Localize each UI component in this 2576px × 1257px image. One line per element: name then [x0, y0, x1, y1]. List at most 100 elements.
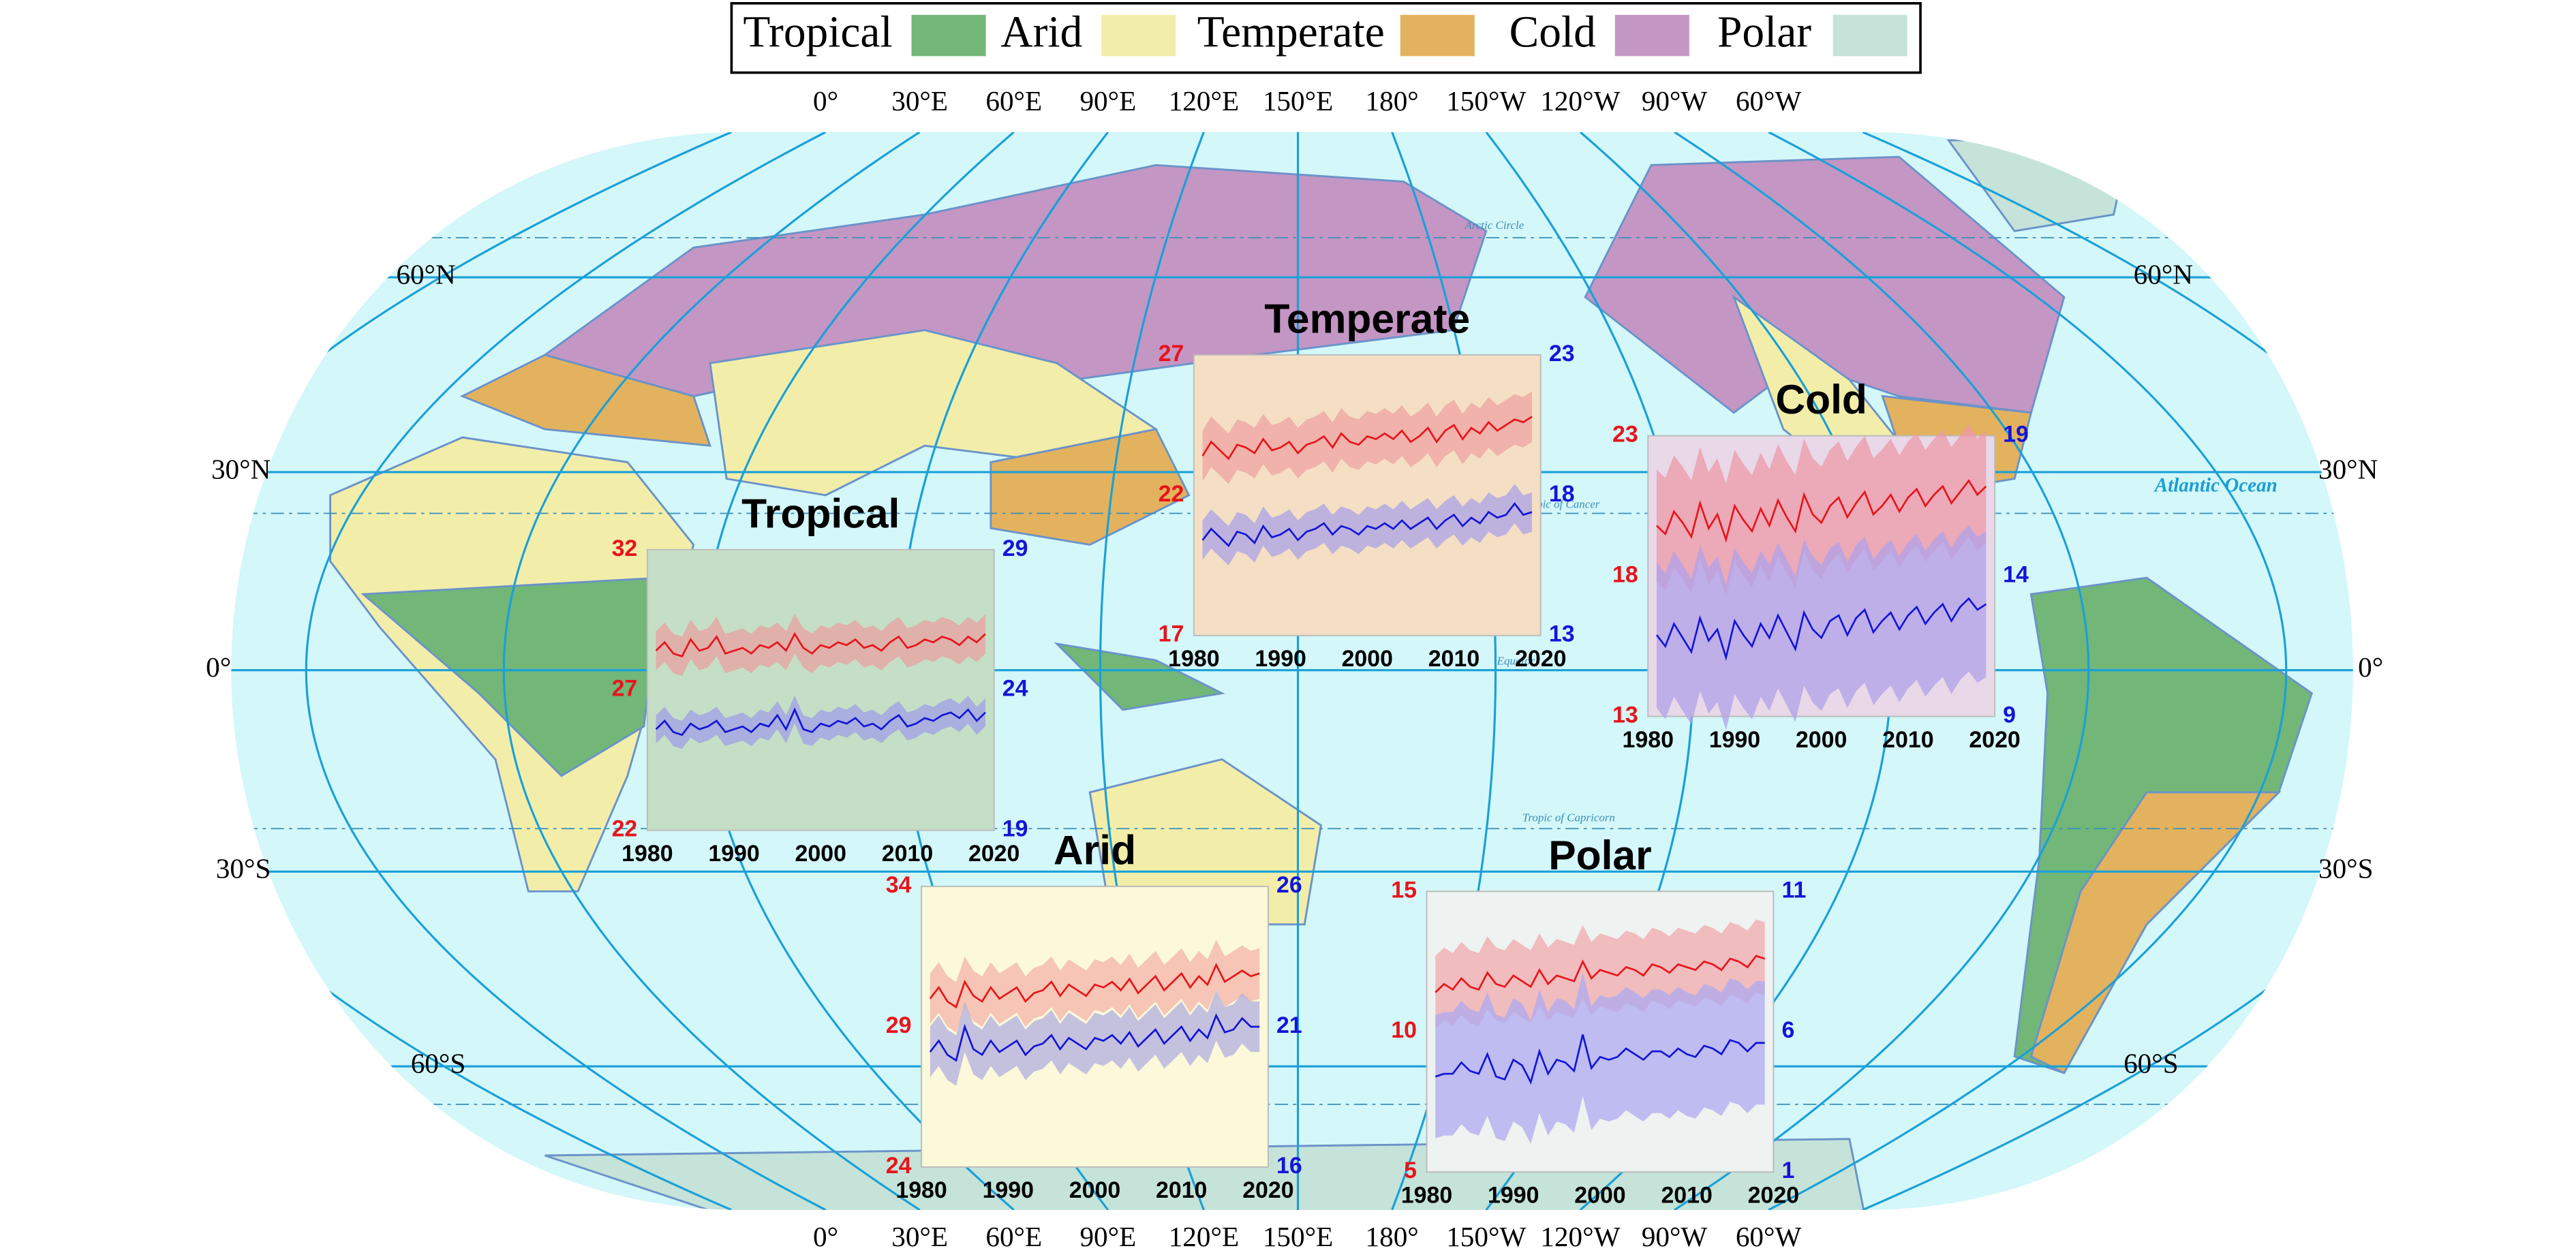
y2-tick-label: 26 — [1276, 872, 1302, 898]
lon-label: 90°W — [1642, 1221, 1708, 1252]
legend-swatch — [911, 14, 986, 57]
x-tick-label: 2010 — [1428, 646, 1479, 672]
x-tick-label: 1990 — [708, 841, 759, 867]
y2-tick-label: 19 — [1002, 816, 1028, 842]
y2-tick-label: 16 — [1276, 1153, 1302, 1179]
x-tick-label: 2020 — [1242, 1177, 1293, 1203]
x-tick-label: 2010 — [1661, 1183, 1712, 1209]
lat-label: 60°N — [396, 258, 455, 290]
lon-label: 120°W — [1540, 1221, 1620, 1252]
y2-tick-label: 21 — [1276, 1012, 1302, 1038]
y-tick-label: 5 — [1404, 1158, 1417, 1183]
legend: Tropical Arid Temperate Cold Polar — [743, 7, 1907, 57]
lat-label: 60°N — [2134, 258, 2193, 290]
x-tick-label: 2000 — [795, 841, 846, 867]
y-tick-label: 18 — [1612, 562, 1638, 588]
lon-label: 90°W — [1642, 85, 1708, 117]
annotation: Equator — [1497, 654, 1535, 667]
series-line — [655, 707, 986, 736]
lon-label: 30°E — [891, 85, 948, 117]
x-tick-label: 1980 — [622, 841, 673, 867]
lon-label: 60°E — [985, 1221, 1042, 1252]
uncertainty-band — [1656, 525, 1987, 731]
series-line — [1201, 502, 1533, 548]
x-tick-label: 1990 — [1255, 646, 1306, 672]
lon-label: 0° — [813, 85, 838, 117]
y-tick-label: 17 — [1159, 621, 1184, 647]
inset-title: Arid — [1054, 827, 1136, 873]
land — [459, 354, 712, 447]
inset-panel — [1193, 354, 1542, 636]
lon-label: 90°E — [1079, 1221, 1136, 1252]
y2-tick-label: 19 — [2003, 422, 2029, 448]
lon-label: 0° — [813, 1221, 838, 1252]
lon-label: 30°E — [891, 1221, 948, 1252]
inset-title: Polar — [1548, 832, 1651, 878]
y-tick-label: 22 — [612, 816, 638, 842]
x-tick-label: 1980 — [1401, 1183, 1452, 1209]
meridian — [1674, 131, 2090, 1210]
lat-label: 30°N — [2318, 453, 2378, 484]
series-line — [1655, 597, 1987, 662]
x-tick-label: 2010 — [882, 841, 933, 867]
inset-title: Temperate — [1264, 295, 1470, 341]
y-tick-label: 22 — [1159, 481, 1184, 507]
x-tick-label: 2000 — [1574, 1183, 1625, 1209]
inset-panel — [646, 548, 995, 831]
x-tick-label: 2000 — [1796, 727, 1847, 753]
series-line — [655, 632, 986, 657]
inset-title: Tropical — [741, 490, 900, 536]
y-tick-label: 10 — [1391, 1017, 1417, 1043]
lon-label: 60°W — [1736, 1221, 1802, 1252]
legend-label: Polar — [1717, 7, 1811, 57]
land — [1584, 155, 2066, 414]
x-tick-label: 2010 — [1156, 1177, 1207, 1203]
annotation: Arctic Circle — [1464, 219, 1524, 232]
map-labels: 0°0°30°E30°E60°E60°E90°E90°E120°E120°E15… — [206, 85, 2383, 1252]
lon-label: 120°W — [1540, 85, 1620, 117]
legend-swatch — [1833, 14, 1907, 57]
lon-label: 150°E — [1263, 85, 1333, 117]
x-tick-label: 2000 — [1069, 1177, 1120, 1203]
lat-label: 0° — [206, 651, 231, 683]
y2-tick-label: 6 — [1782, 1017, 1795, 1043]
x-tick-label: 2020 — [1515, 646, 1566, 672]
lon-label: 120°E — [1169, 1221, 1239, 1252]
series-line — [1201, 416, 1533, 461]
meridian — [1768, 131, 2288, 1210]
legend-label: Temperate — [1197, 7, 1385, 57]
lon-label: 90°E — [1079, 85, 1136, 117]
y2-tick-label: 24 — [1002, 676, 1028, 702]
y-tick-label: 24 — [886, 1153, 912, 1179]
y-tick-label: 27 — [612, 676, 638, 702]
y2-tick-label: 23 — [1549, 341, 1575, 367]
lon-label: 150°W — [1446, 1221, 1526, 1252]
legend-swatch — [1400, 14, 1475, 57]
land — [990, 428, 1191, 546]
legend-swatch — [1614, 14, 1689, 57]
lon-label: 60°W — [1736, 85, 1802, 117]
y-tick-label: 15 — [1391, 877, 1417, 903]
meridian — [1862, 131, 2353, 1210]
series-line — [1656, 479, 1987, 543]
legend-label: Tropical — [743, 7, 892, 57]
lon-label: 150°W — [1446, 85, 1526, 117]
series-line — [929, 1013, 1260, 1062]
y-tick-label: 29 — [886, 1012, 912, 1038]
lat-label: 0° — [2358, 651, 2383, 683]
lat-label: 30°S — [2318, 853, 2374, 884]
uncertainty-band — [1202, 391, 1533, 484]
y-tick-label: 27 — [1159, 341, 1184, 367]
uncertainty-band — [656, 695, 985, 749]
x-tick-label: 2020 — [1969, 727, 2020, 753]
meridian — [502, 131, 921, 1210]
y-tick-label: 23 — [1612, 422, 1638, 448]
y2-tick-label: 14 — [2003, 562, 2029, 588]
y2-tick-label: 1 — [1782, 1158, 1795, 1183]
x-tick-label: 2010 — [1882, 727, 1933, 753]
annotation: Tropic of Capricorn — [1522, 811, 1615, 824]
land — [361, 576, 662, 777]
annotation: Atlantic Ocean — [2153, 474, 2278, 496]
uncertainty-band — [1202, 484, 1533, 565]
